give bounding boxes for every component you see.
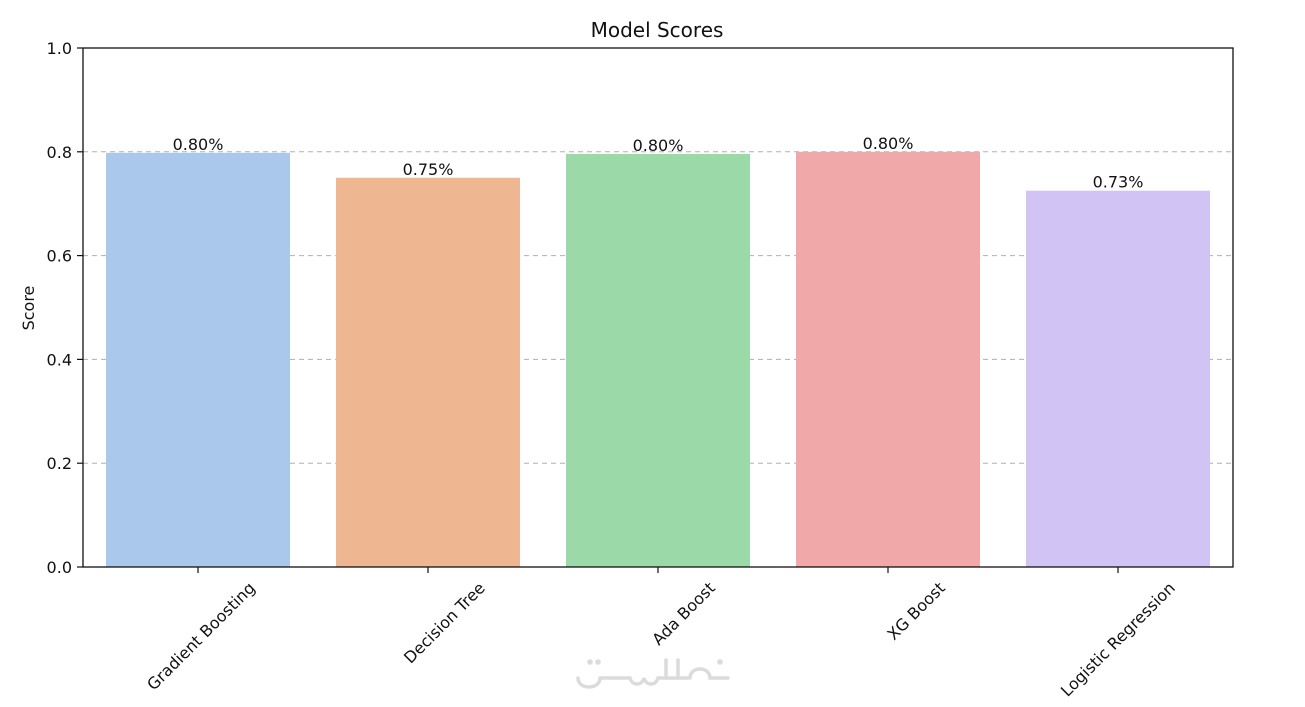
- bar: [336, 177, 520, 567]
- y-tick-label: 0.0: [47, 558, 72, 577]
- bar: [106, 152, 290, 567]
- x-tick-label: Ada Boost: [648, 578, 719, 649]
- x-tick-label: XG Boost: [883, 578, 948, 643]
- chart-title: Model Scores: [591, 18, 724, 42]
- y-tick-label: 0.4: [47, 350, 72, 369]
- bar-value-labels: 0.80% 0.75% 0.80% 0.80% 0.73%: [173, 134, 1144, 192]
- y-axis-ticks: 0.0 0.2 0.4 0.6 0.8 1.0: [47, 39, 83, 577]
- y-tick-label: 1.0: [47, 39, 72, 58]
- bar-value-label: 0.80%: [173, 135, 224, 154]
- bar-value-label: 0.73%: [1093, 173, 1144, 192]
- x-tick-label: Gradient Boosting: [143, 578, 259, 694]
- x-tick-label: Decision Tree: [400, 578, 489, 667]
- bar: [1026, 190, 1210, 567]
- bar-value-label: 0.80%: [633, 136, 684, 155]
- y-tick-label: 0.6: [47, 247, 72, 266]
- bar: [566, 153, 750, 567]
- y-axis-label: Score: [19, 286, 38, 331]
- y-tick-label: 0.2: [47, 454, 72, 473]
- x-tick-label: Logistic Regression: [1057, 578, 1179, 700]
- bar-value-label: 0.75%: [403, 160, 454, 179]
- bar: [796, 151, 980, 568]
- bars: [106, 151, 1210, 568]
- khamsat-logo-watermark: [576, 658, 730, 689]
- y-tick-label: 0.8: [47, 143, 72, 162]
- bar-value-label: 0.80%: [863, 134, 914, 153]
